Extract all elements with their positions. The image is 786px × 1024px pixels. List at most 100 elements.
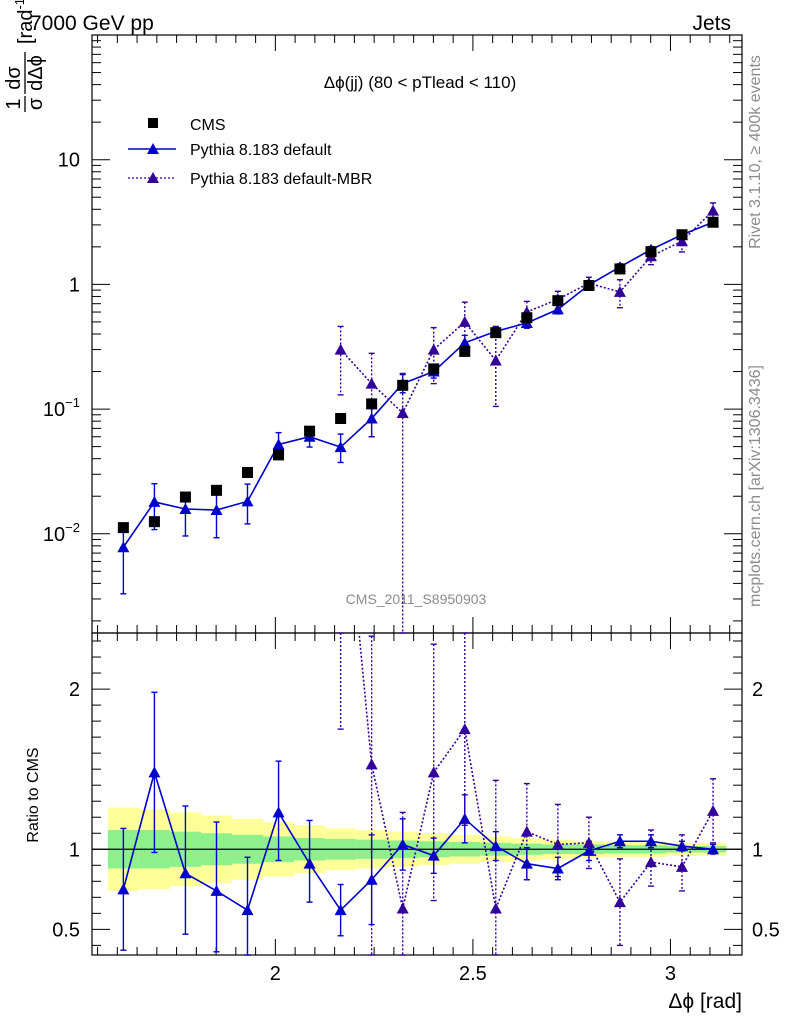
chart-marks: 2 2.5 3 10−2 10−1 1 10 0.5 0.5 1 1 2 2 <box>43 34 780 985</box>
ratio-y-tick-label-left: 0.5 <box>52 919 80 941</box>
ratio-point <box>272 806 285 818</box>
mc-point <box>489 354 502 366</box>
ylabel-unit: [rad-1] <box>12 0 37 44</box>
y-tick-label: 10−2 <box>43 520 80 546</box>
ratio-point <box>520 825 533 837</box>
ratio-point <box>613 896 626 908</box>
data-point <box>397 379 409 391</box>
mc-point <box>427 343 440 355</box>
ratio-point <box>551 838 564 850</box>
x-tick-label: 2 <box>270 963 281 985</box>
ratio-point <box>334 904 347 916</box>
ratio-point <box>179 867 192 879</box>
legend: CMS Pythia 8.183 default Pythia 8.183 de… <box>128 117 372 188</box>
data-point <box>583 279 595 291</box>
ratio-point <box>551 862 564 874</box>
ratio-point <box>210 884 223 896</box>
data-point <box>335 413 347 425</box>
x-tick-label: 2.5 <box>459 963 487 985</box>
ratio-y-tick-label-right: 0.5 <box>752 919 780 941</box>
ratio-y-tick-label-right: 1 <box>752 839 763 861</box>
collision-label: 7000 GeV pp <box>30 12 154 35</box>
ratio-y-tick-label-left: 1 <box>69 839 80 861</box>
data-point <box>242 466 254 478</box>
data-point <box>459 345 471 357</box>
ratio-point <box>396 838 409 850</box>
ratio-point <box>427 766 440 778</box>
ratio-line-pythia-default <box>122 769 714 912</box>
mc-point <box>179 502 192 514</box>
data-point <box>490 327 502 339</box>
legend-label-pythia-default: Pythia 8.183 default <box>190 142 332 159</box>
ratio-point <box>520 857 533 869</box>
ratio-point <box>613 835 626 847</box>
ratio-point <box>241 904 254 916</box>
analysis-watermark: CMS_2011_S8950903 <box>346 591 487 607</box>
data-point <box>428 363 440 375</box>
y-tick-label: 1 <box>69 274 80 296</box>
legend-label-pythia-mbr: Pythia 8.183 default-MBR <box>190 171 372 188</box>
mc-point <box>334 343 347 355</box>
mc-point <box>241 495 254 507</box>
legend-marker-cms <box>148 118 158 128</box>
ratio-point <box>489 902 502 914</box>
mc-point <box>272 438 285 450</box>
ratio-point <box>365 758 378 770</box>
main-y-axis-label: 1 σ dσ dΔϕ [rad-1] <box>3 0 47 112</box>
rivet-label: Rivet 3.1.10, ≥ 400k events <box>747 55 764 249</box>
ylabel-den2: dΔϕ <box>25 55 47 91</box>
ratio-point <box>707 804 720 816</box>
data-point <box>521 312 533 324</box>
mc-point <box>210 504 223 516</box>
legend-label-cms: CMS <box>190 117 226 134</box>
ratio-point <box>148 766 161 778</box>
data-point <box>676 229 688 241</box>
x-axis-label: Δϕ [rad] <box>668 990 742 1013</box>
ylabel-num: 1 <box>3 98 25 109</box>
mc-point <box>148 495 161 507</box>
ratio-point <box>644 835 657 847</box>
ratio-y-tick-label-right: 2 <box>752 679 763 701</box>
ratio-point <box>396 902 409 914</box>
mc-point <box>458 315 471 327</box>
ratio-point <box>644 856 657 868</box>
data-point <box>210 484 222 496</box>
data-point <box>366 398 378 410</box>
ratio-y-axis-label: Ratio to CMS <box>25 747 42 842</box>
mc-point <box>365 377 378 389</box>
ratio-point <box>117 883 130 895</box>
legend-marker-pythia-mbr <box>147 172 159 183</box>
data-point <box>304 425 316 437</box>
mc-point <box>675 235 688 247</box>
y-tick-label: 10 <box>58 150 80 172</box>
mc-point <box>334 441 347 453</box>
chart-title: Δϕ(jj) (80 < pTlead < 110) <box>324 73 517 92</box>
mc-point <box>396 407 409 419</box>
ratio-point <box>458 723 471 735</box>
y-tick-label: 10−1 <box>43 395 80 421</box>
ratio-point <box>303 857 316 869</box>
data-point <box>707 216 719 228</box>
ratio-y-tick-label-left: 2 <box>69 679 80 701</box>
mc-point <box>613 285 626 297</box>
mc-point <box>117 541 130 553</box>
ratio-point <box>707 843 720 855</box>
legend-marker-pythia-default <box>147 143 159 154</box>
ylabel-num2: dσ <box>3 66 25 90</box>
data-point <box>179 491 191 503</box>
x-tick-label: 3 <box>665 963 676 985</box>
mc-point <box>707 204 720 216</box>
data-point <box>148 516 160 528</box>
data-point <box>273 449 285 461</box>
ratio-plot-frame <box>91 632 743 956</box>
data-point <box>117 522 129 534</box>
ratio-point <box>365 873 378 885</box>
mcplots-label: mcplots.cern.ch [arXiv:1306.3436] <box>747 365 764 607</box>
ratio-point <box>675 860 688 872</box>
data-point <box>552 295 564 307</box>
data-point <box>645 246 657 258</box>
data-point <box>614 263 626 275</box>
ratio-point <box>582 836 595 848</box>
ylabel-den: σ <box>25 97 47 110</box>
